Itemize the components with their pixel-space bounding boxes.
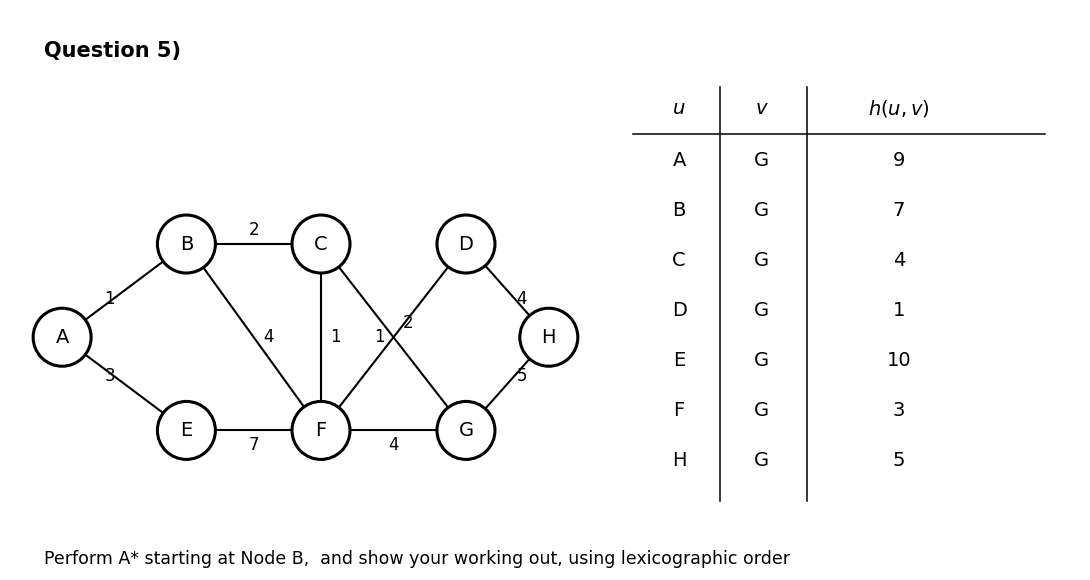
Text: 1: 1 (330, 328, 341, 346)
Circle shape (157, 215, 216, 273)
Text: 1: 1 (105, 290, 116, 308)
Text: G: G (459, 421, 473, 440)
Text: D: D (671, 301, 687, 320)
Text: A: A (56, 328, 69, 347)
Text: 3: 3 (105, 367, 116, 385)
Text: C: C (314, 234, 328, 253)
Text: Question 5): Question 5) (44, 41, 181, 60)
Text: 2: 2 (249, 220, 259, 238)
Text: Perform A* starting at Node B,  and show your working out, using lexicographic o: Perform A* starting at Node B, and show … (44, 550, 789, 568)
Text: H: H (671, 451, 687, 470)
Text: $v$: $v$ (754, 99, 768, 118)
Text: 2: 2 (402, 314, 413, 332)
Text: H: H (542, 328, 556, 347)
Circle shape (33, 308, 92, 366)
Text: 7: 7 (249, 436, 259, 454)
Text: B: B (180, 234, 193, 253)
Circle shape (437, 215, 495, 273)
Text: G: G (754, 251, 770, 270)
Text: G: G (754, 401, 770, 420)
Circle shape (437, 401, 495, 459)
Text: B: B (673, 201, 686, 220)
Text: 9: 9 (893, 151, 905, 171)
Text: G: G (754, 351, 770, 370)
Text: $u$: $u$ (673, 99, 686, 118)
Text: E: E (673, 351, 686, 370)
Text: $h(u,v)$: $h(u,v)$ (868, 98, 930, 119)
Text: C: C (673, 251, 686, 270)
Text: 4: 4 (517, 290, 528, 308)
Text: 5: 5 (893, 451, 905, 470)
Text: 1: 1 (374, 328, 385, 346)
Text: G: G (754, 201, 770, 220)
Text: E: E (180, 421, 193, 440)
Text: 4: 4 (388, 436, 399, 454)
Text: 4: 4 (263, 328, 274, 346)
Text: G: G (754, 151, 770, 171)
Text: G: G (754, 451, 770, 470)
Text: A: A (673, 151, 686, 171)
Circle shape (292, 401, 350, 459)
Text: D: D (459, 234, 473, 253)
Circle shape (520, 308, 578, 366)
Text: 3: 3 (893, 401, 905, 420)
Text: F: F (315, 421, 327, 440)
Text: 7: 7 (893, 201, 905, 220)
Text: 10: 10 (886, 351, 911, 370)
Text: 1: 1 (893, 301, 905, 320)
Circle shape (292, 215, 350, 273)
Text: F: F (674, 401, 685, 420)
Text: 5: 5 (517, 367, 528, 385)
Text: 4: 4 (893, 251, 905, 270)
Text: G: G (754, 301, 770, 320)
Circle shape (157, 401, 216, 459)
